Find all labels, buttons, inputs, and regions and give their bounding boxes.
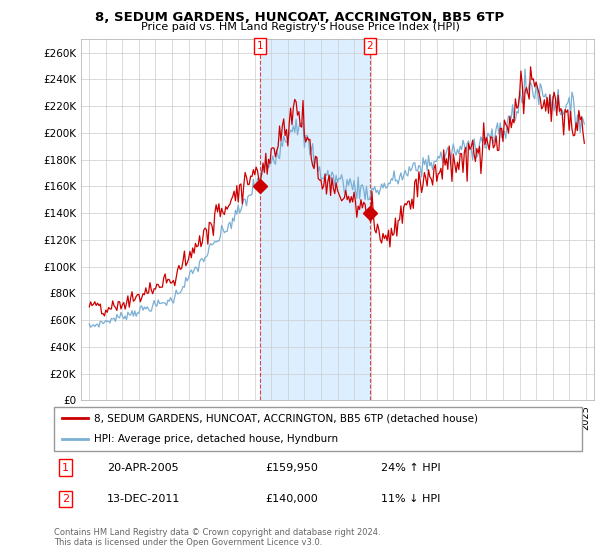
Text: £140,000: £140,000	[265, 494, 318, 504]
Text: 24% ↑ HPI: 24% ↑ HPI	[382, 463, 441, 473]
Text: 1: 1	[256, 41, 263, 51]
Text: Price paid vs. HM Land Registry's House Price Index (HPI): Price paid vs. HM Land Registry's House …	[140, 22, 460, 32]
Text: 8, SEDUM GARDENS, HUNCOAT, ACCRINGTON, BB5 6TP: 8, SEDUM GARDENS, HUNCOAT, ACCRINGTON, B…	[95, 11, 505, 24]
Text: 20-APR-2005: 20-APR-2005	[107, 463, 178, 473]
Text: 2: 2	[62, 494, 69, 504]
Text: 1: 1	[62, 463, 69, 473]
Text: Contains HM Land Registry data © Crown copyright and database right 2024.
This d: Contains HM Land Registry data © Crown c…	[54, 528, 380, 547]
Text: £159,950: £159,950	[265, 463, 318, 473]
Text: 13-DEC-2011: 13-DEC-2011	[107, 494, 180, 504]
Text: 8, SEDUM GARDENS, HUNCOAT, ACCRINGTON, BB5 6TP (detached house): 8, SEDUM GARDENS, HUNCOAT, ACCRINGTON, B…	[94, 413, 478, 423]
Text: 2: 2	[367, 41, 373, 51]
Text: HPI: Average price, detached house, Hyndburn: HPI: Average price, detached house, Hynd…	[94, 435, 338, 445]
Bar	[260, 39, 370, 400]
Text: 11% ↓ HPI: 11% ↓ HPI	[382, 494, 441, 504]
